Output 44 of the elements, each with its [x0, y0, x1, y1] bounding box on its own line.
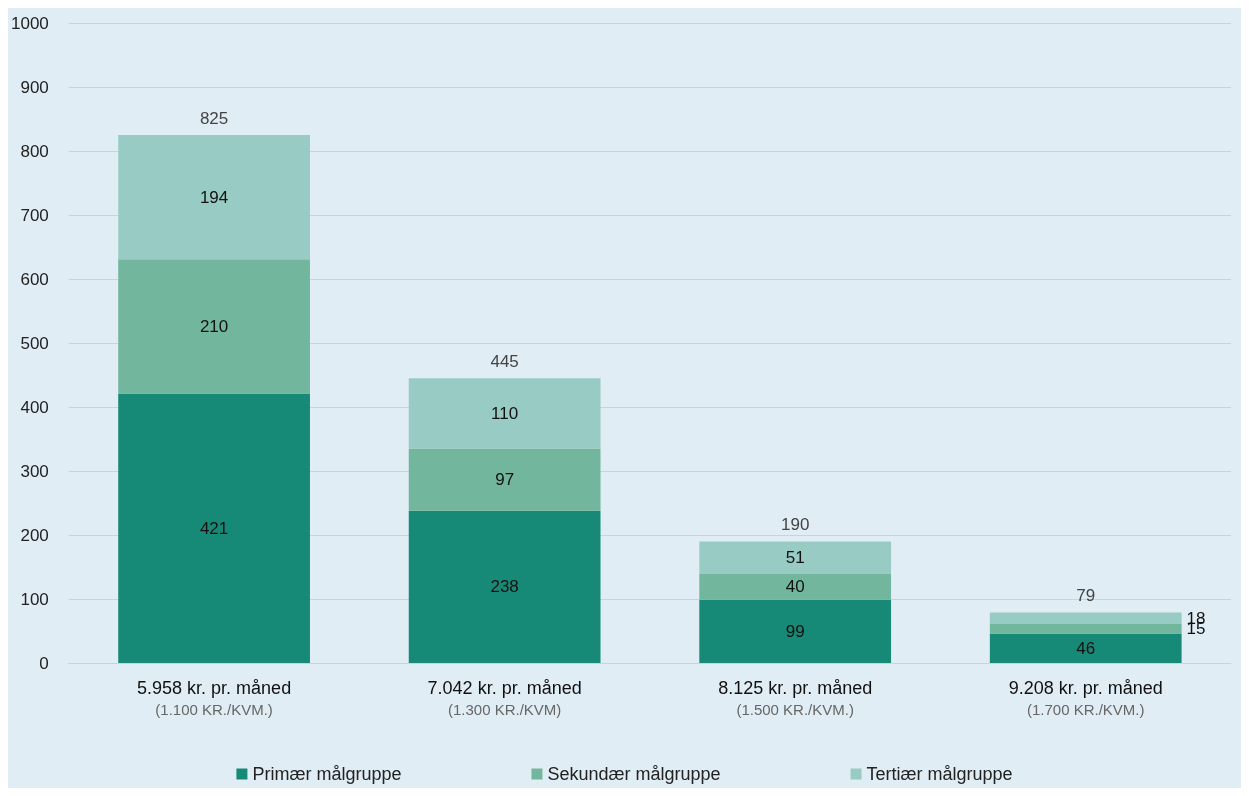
legend-label: Primær målgruppe [252, 764, 402, 784]
bar [118, 393, 310, 663]
bar [408, 378, 601, 449]
data-label: 210 [199, 316, 229, 336]
bar [989, 633, 1182, 663]
y-tick-label: 1000 [10, 13, 49, 33]
y-tick-label: 700 [20, 205, 49, 225]
y-tick-label: 300 [20, 461, 49, 481]
total-label: 79 [1076, 586, 1096, 606]
x-tick-label: 5.958 kr. pr. måned (1.100 KR./KVM.) [137, 678, 292, 718]
y-tick-label: 500 [20, 333, 49, 353]
data-label: 99 [785, 621, 805, 641]
y-tick-label: 600 [20, 269, 49, 289]
bar [408, 510, 601, 663]
data-label: 97 [495, 470, 515, 490]
y-tick-label: 800 [20, 141, 49, 161]
total-label: 445 [490, 352, 519, 372]
data-label: 46 [1076, 638, 1096, 658]
total-label: 825 [199, 109, 229, 128]
y-tick-label: 400 [20, 397, 49, 417]
data-label: 110 [491, 403, 519, 423]
total-label: 190 [780, 515, 810, 535]
bar [699, 599, 892, 663]
data-label: 51 [785, 548, 805, 568]
x-tick-label: 9.208 kr. pr. måned (1.700 KR./KVM.) [1008, 678, 1163, 718]
bar [989, 623, 1182, 634]
bar [989, 612, 1182, 624]
legend-label: Sekundær målgruppe [547, 764, 721, 784]
data-label: 194 [199, 187, 229, 207]
bar [408, 448, 601, 511]
bar [118, 259, 310, 394]
data-label: 238 [490, 577, 519, 597]
data-label: 421 [199, 518, 229, 538]
legend-label: Tertiær målgruppe [866, 764, 1013, 784]
y-tick-label: 100 [20, 589, 49, 609]
y-tick-label: 0 [39, 653, 49, 673]
bar [118, 135, 310, 260]
y-tick-label: 900 [20, 77, 49, 97]
x-tick-label: 8.125 kr. pr. måned (1.500 KR./KVM.) [718, 678, 873, 718]
x-tick-label: 7.042 kr. pr. måned (1.300 KR./KVM) [427, 678, 582, 718]
data-label: 40 [785, 577, 805, 597]
bar [699, 574, 892, 600]
bar [699, 541, 892, 575]
y-tick-label: 200 [20, 525, 49, 545]
